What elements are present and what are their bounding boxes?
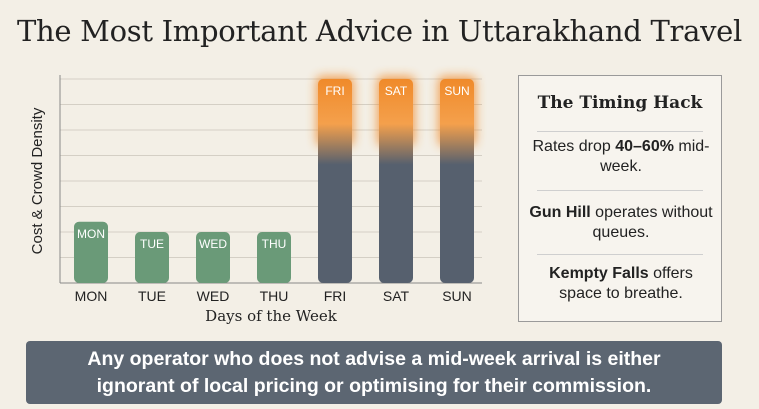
rates-text: Rates drop (532, 138, 616, 155)
grid-lines (60, 78, 482, 258)
x-tick-fri: FRI (324, 288, 347, 304)
panel-title: The Timing Hack (537, 93, 703, 113)
bar-label-tue: TUE (140, 237, 164, 251)
bar-label-wed: WED (199, 237, 227, 251)
rates-highlight: 40–60% (615, 138, 674, 155)
kempty-text-end: offers space to breathe. (559, 265, 693, 302)
kempty-highlight: Kempty Falls (549, 265, 649, 282)
x-tick-sun: SUN (442, 288, 472, 304)
x-tick-sat: SAT (383, 288, 410, 304)
banner-line-2: ignorant of local pricing or optimising … (96, 375, 652, 397)
y-axis-label: Cost & Crowd Density (29, 107, 46, 254)
bar-sun (440, 79, 474, 283)
bar-label-thu: THU (262, 237, 287, 251)
bar-thu (257, 232, 291, 283)
bar-sat (379, 79, 413, 283)
bar-label-fri: FRI (325, 84, 344, 98)
x-axis-label: Days of the Week (205, 307, 338, 325)
panel-item-rates: Rates drop 40–60% mid-week. (527, 137, 715, 177)
bar-mon (74, 221, 108, 283)
bar-fri (318, 79, 352, 283)
bar-wed (196, 232, 230, 283)
bar-label-sun: SUN (444, 84, 469, 98)
panel-item-gun-hill: Gun Hill operates without queues. (527, 203, 715, 243)
advice-banner: Any operator who does not advise a mid-w… (26, 341, 722, 404)
bar-label-mon: MON (77, 227, 105, 241)
gun-hill-text-end: operates without queues. (590, 204, 713, 241)
panel-divider (537, 190, 703, 191)
x-tick-tue: TUE (138, 288, 166, 304)
page-title: The Most Important Advice in Uttarakhand… (16, 14, 742, 48)
x-tick-thu: THU (260, 288, 289, 304)
panel-divider (537, 131, 703, 132)
banner-line-1: Any operator who does not advise a mid-w… (87, 348, 661, 370)
bar-label-sat: SAT (385, 84, 408, 98)
panel-item-kempty-falls: Kempty Falls offers space to breathe. (527, 264, 715, 304)
bar-tue (135, 232, 169, 283)
panel-divider (537, 254, 703, 255)
bar-chart: MON TUE WED THU FRI SAT SUN MON TUE WED THU FRI SAT… (29, 75, 482, 325)
timing-hack-panel: The Timing Hack Rates drop 40–60% mid-we… (518, 75, 722, 322)
x-tick-mon: MON (75, 288, 108, 304)
gun-hill-highlight: Gun Hill (529, 204, 591, 221)
rates-text-end: mid-week. (600, 138, 710, 175)
x-tick-wed: WED (197, 288, 230, 304)
